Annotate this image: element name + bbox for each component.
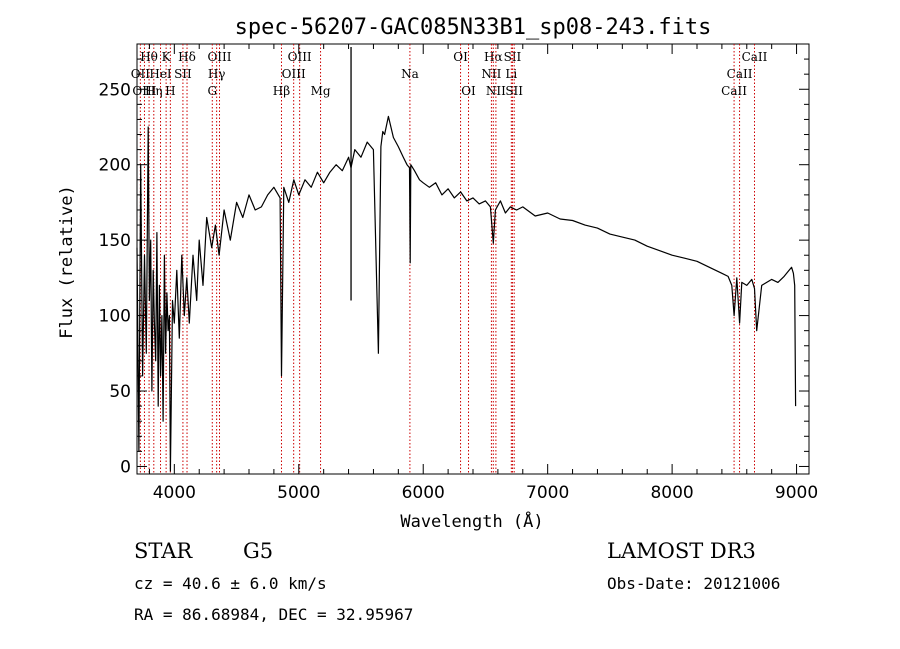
y-tick-label-0: 0 bbox=[120, 457, 131, 477]
marker-label-19: Hα bbox=[484, 50, 503, 64]
spectrum-series bbox=[136, 47, 797, 472]
marker-label-7: SII bbox=[174, 67, 192, 81]
y-tick-label-1: 50 bbox=[109, 382, 131, 402]
marker-label-13: OIII bbox=[282, 67, 306, 81]
marker-label-27: CaII bbox=[721, 84, 747, 98]
marker-label-12: OIII bbox=[288, 50, 312, 64]
x-axis-ticks: 4000 5000 6000 7000 8000 9000 bbox=[148, 44, 818, 503]
marker-label-16: Na bbox=[401, 67, 419, 81]
marker-label-15: Mg bbox=[311, 84, 331, 98]
marker-label-5: Hη bbox=[145, 84, 163, 98]
y-tick-label-2: 100 bbox=[99, 307, 131, 327]
marker-label-23: NII bbox=[486, 84, 506, 98]
marker-label-11: G bbox=[207, 84, 217, 98]
cz-readout: cz = 40.6 ± 6.0 km/s bbox=[134, 574, 327, 593]
subclass: G5 bbox=[243, 539, 274, 563]
plot-frame bbox=[136, 43, 810, 475]
marker-label-25: CaII bbox=[742, 50, 768, 64]
marker-label-14: Hβ bbox=[273, 84, 290, 98]
survey-label: LAMOST DR3 bbox=[607, 539, 756, 563]
marker-label-18: OI bbox=[461, 84, 476, 98]
marker-label-21: NII bbox=[481, 67, 501, 81]
y-axis-label: Flux (relative) bbox=[57, 185, 77, 339]
marker-label-8: H bbox=[165, 84, 175, 98]
x-axis-label: Wavelength (Å) bbox=[400, 510, 543, 532]
series-line-0 bbox=[136, 115, 797, 472]
y-tick-label-5: 250 bbox=[99, 80, 131, 100]
obs-date: Obs-Date: 20121006 bbox=[607, 574, 781, 593]
marker-label-10: Hγ bbox=[208, 67, 226, 81]
x-tick-label-0: 4000 bbox=[153, 483, 196, 503]
marker-label-26: CaII bbox=[727, 67, 753, 81]
marker-label-4: HeI bbox=[149, 67, 172, 81]
marker-label-24: SII bbox=[505, 84, 523, 98]
marker-label-2: OIII bbox=[132, 84, 156, 98]
y-tick-label-3: 150 bbox=[99, 231, 131, 251]
marker-label-6: Hδ bbox=[178, 50, 196, 64]
x-tick-label-3: 7000 bbox=[526, 483, 569, 503]
marker-label-3: K bbox=[162, 50, 172, 64]
marker-label-0: Hθ bbox=[140, 50, 158, 64]
chart-title: spec-56207-GAC085N33B1_sp08-243.fits bbox=[235, 15, 712, 40]
marker-label-20: SII bbox=[504, 50, 522, 64]
y-tick-label-4: 200 bbox=[99, 156, 131, 176]
spectrum-chart: spec-56207-GAC085N33B1_sp08-243.fits Hθ O… bbox=[57, 15, 818, 532]
marker-label-22: Li bbox=[505, 67, 517, 81]
marker-label-17: OI bbox=[453, 50, 468, 64]
x-tick-label-1: 5000 bbox=[277, 483, 320, 503]
y-axis-ticks: 0 50 100 150 200 250 bbox=[99, 58, 809, 477]
x-tick-label-2: 6000 bbox=[402, 483, 445, 503]
marker-label-9: OIII bbox=[207, 50, 231, 64]
coordinates: RA = 86.68984, DEC = 32.95967 bbox=[134, 605, 414, 624]
x-tick-label-4: 8000 bbox=[650, 483, 693, 503]
x-tick-label-5: 9000 bbox=[775, 483, 818, 503]
object-class: STAR bbox=[134, 539, 193, 563]
